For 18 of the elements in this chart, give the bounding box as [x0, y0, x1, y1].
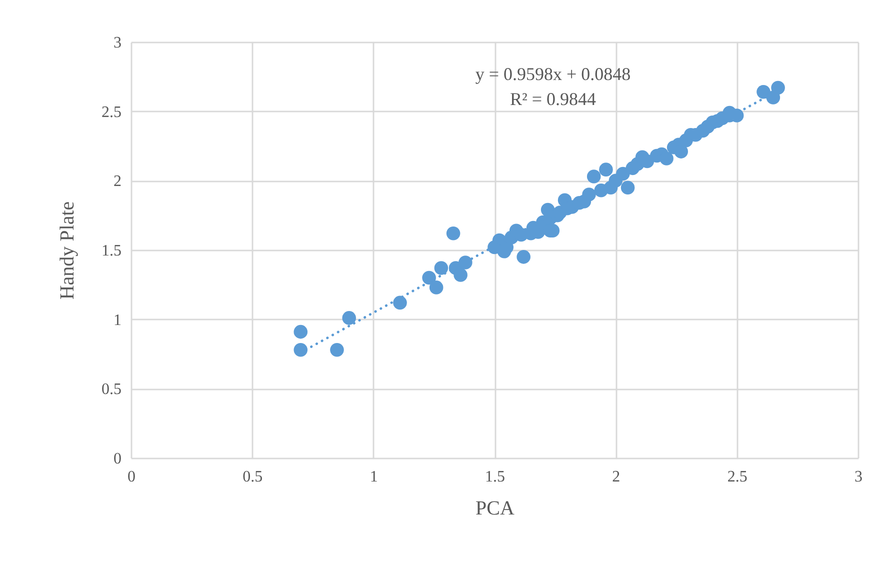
- y-tick-label: 0.5: [102, 381, 122, 398]
- y-tick-label: 0: [114, 450, 122, 468]
- annotation: y = 0.9598x + 0.0848: [475, 64, 631, 84]
- x-axis-title: PCA: [476, 498, 516, 520]
- x-tick-label: 0.5: [242, 468, 263, 486]
- y-tick-label: 3: [114, 34, 122, 52]
- y-tick-label: 2: [114, 173, 122, 190]
- x-tick-label: 2.5: [727, 468, 748, 486]
- annotation: R² = 0.9844: [510, 89, 596, 109]
- y-tick-label: 2.5: [102, 104, 122, 121]
- x-tick-label: 0: [128, 468, 136, 486]
- y-axis-title: Handy Plate: [56, 201, 78, 300]
- y-tick-label: 1: [114, 312, 122, 329]
- y-tick-label: 1.5: [102, 242, 122, 260]
- x-tick-label: 1: [370, 468, 378, 486]
- x-tick-label: 1.5: [485, 468, 505, 486]
- x-tick-label: 3: [854, 468, 862, 486]
- x-tick-label: 2: [612, 468, 620, 486]
